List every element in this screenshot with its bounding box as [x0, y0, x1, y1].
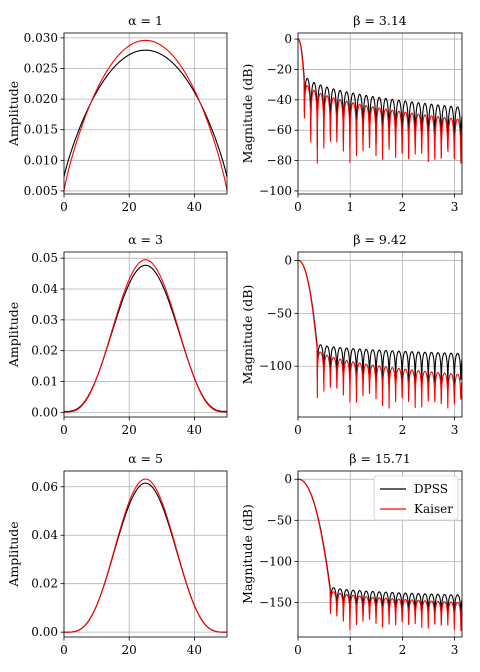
axes-frame	[297, 32, 463, 195]
legend: DPSS Kaiser	[373, 475, 459, 521]
y-tick-label: 0.06	[31, 480, 58, 494]
panel-1: 0 20 40 0.005 0.010 0.015 0.020 0.025 0.030 α = 1…	[6, 13, 228, 214]
y-tick-label: 0.020	[24, 92, 58, 106]
series-line-dpss	[298, 38, 462, 149]
y-axis-label: Amplitude	[6, 521, 21, 587]
y-tick-label: 0	[284, 32, 292, 46]
axes-frame	[63, 32, 228, 195]
y-tick-label: −150	[259, 595, 292, 609]
panel-6: 0 1 2 3 0 −50 −100 −150 β = 15.71 Magnitude (dB)	[240, 451, 463, 657]
y-tick-label: 0.04	[31, 282, 58, 296]
x-tick-label: 0	[294, 200, 302, 214]
series-line-kaiser	[298, 38, 462, 164]
y-tick-label: 0.00	[31, 625, 58, 639]
axes-frame	[63, 470, 228, 638]
y-tick-label: 0.00	[31, 405, 58, 419]
series-line-kaiser	[64, 259, 227, 413]
panel-title: α = 3	[128, 232, 163, 247]
panel-title: β = 15.71	[349, 451, 410, 466]
y-tick-label: 0.025	[24, 62, 58, 76]
y-tick-label: 0.02	[31, 577, 58, 591]
y-tick-label: 0.01	[31, 375, 58, 389]
y-tick-label: 0.010	[24, 153, 58, 167]
y-tick-label: −100	[259, 359, 292, 373]
panel-title: β = 9.42	[353, 232, 406, 247]
y-axis-label: Amplitude	[6, 302, 21, 368]
axes-frame	[297, 251, 463, 418]
y-tick-label: −50	[267, 306, 292, 320]
x-tick-label: 1	[346, 643, 354, 657]
panel-5: 0 20 40 0.00 0.02 0.04 0.06 α = 5 Amplitude	[6, 451, 228, 657]
y-axis-label: Magnitude (dB)	[240, 504, 255, 604]
y-tick-label: −40	[267, 93, 292, 107]
x-tick-label: 0	[294, 643, 302, 657]
x-tick-label: 0	[60, 200, 68, 214]
y-tick-label: 0.015	[24, 123, 58, 137]
y-tick-label: −100	[259, 184, 292, 198]
x-tick-label: 1	[346, 423, 354, 437]
panel-title: α = 5	[128, 451, 163, 466]
x-tick-label: 20	[122, 643, 137, 657]
x-tick-label: 40	[187, 423, 202, 437]
series-line-kaiser	[298, 259, 462, 409]
y-tick-label: −20	[267, 62, 292, 76]
y-tick-label: 0.05	[31, 251, 58, 265]
series-line-dpss	[298, 259, 462, 390]
series-line-kaiser	[298, 478, 462, 632]
x-tick-label: 1	[346, 200, 354, 214]
x-tick-label: 0	[294, 423, 302, 437]
y-tick-label: 0.02	[31, 344, 58, 358]
y-tick-label: 0.005	[24, 184, 58, 198]
axes-frame	[63, 251, 228, 418]
panel-title: β = 3.14	[353, 13, 407, 28]
series-line-kaiser	[64, 478, 227, 633]
x-tick-label: 0	[60, 643, 68, 657]
x-tick-label: 20	[122, 423, 137, 437]
x-tick-label: 40	[187, 200, 202, 214]
series-line-dpss	[64, 264, 227, 412]
series-line-dpss	[64, 49, 227, 177]
y-tick-label: 0.03	[31, 313, 58, 327]
y-tick-label: 0	[284, 253, 292, 267]
x-tick-label: 0	[60, 423, 68, 437]
y-axis-label: Magnitude (dB)	[240, 285, 255, 385]
y-tick-label: −100	[259, 554, 292, 568]
legend-label-dpss: DPSS	[414, 482, 448, 496]
series-line-dpss	[64, 482, 227, 633]
y-tick-label: −50	[267, 513, 292, 527]
panel-title: α = 1	[128, 13, 163, 28]
x-tick-label: 2	[399, 643, 407, 657]
y-tick-label: 0	[284, 472, 292, 486]
y-tick-label: −80	[267, 154, 292, 168]
y-tick-label: −60	[267, 123, 292, 137]
panel-2: 0 1 2 3 0 −20 −40 −60 −80 −100 β = 3.14 Magnitude (…	[240, 13, 463, 214]
panel-3: 0 20 40 0.00 0.01 0.02 0.03 0.04 0.05 α = 3 Amplit…	[6, 232, 228, 437]
x-tick-label: 2	[399, 200, 407, 214]
series-line-kaiser	[64, 39, 227, 191]
axes-frame	[297, 470, 463, 638]
y-axis-label: Magnitude (dB)	[240, 64, 255, 164]
x-tick-label: 20	[122, 200, 137, 214]
y-tick-label: 0.030	[24, 31, 58, 45]
x-tick-label: 3	[451, 643, 459, 657]
y-tick-label: 0.04	[31, 528, 58, 542]
x-tick-label: 3	[451, 423, 459, 437]
panel-4: 0 1 2 3 0 −50 −100 β = 9.42 Magnitude (dB)	[240, 232, 463, 437]
legend-label-kaiser: Kaiser	[414, 502, 453, 516]
x-tick-label: 3	[451, 200, 459, 214]
x-tick-label: 40	[187, 643, 202, 657]
x-tick-label: 2	[399, 423, 407, 437]
y-axis-label: Amplitude	[6, 81, 21, 147]
